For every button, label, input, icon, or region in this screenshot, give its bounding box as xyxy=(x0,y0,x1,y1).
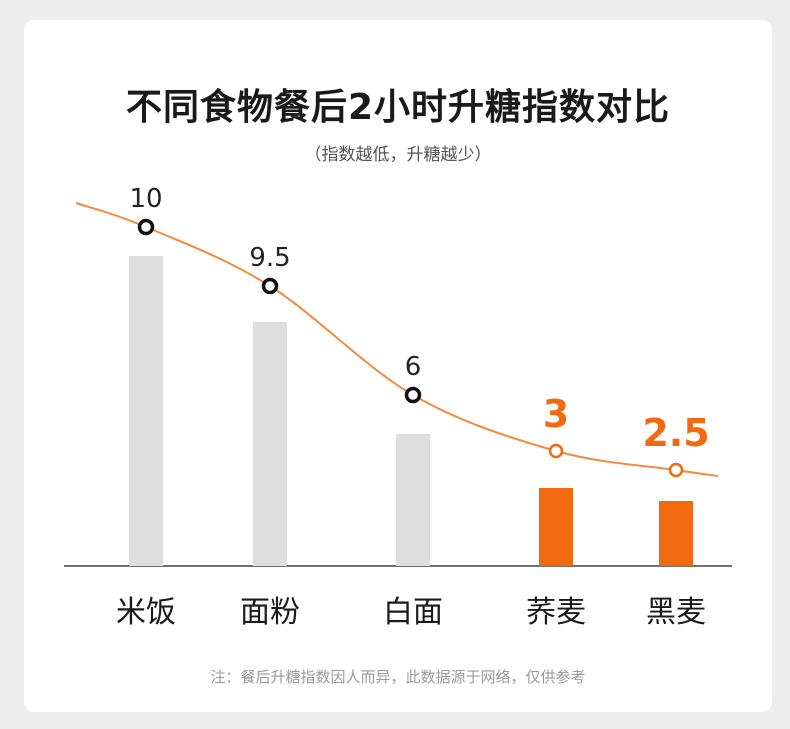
category-label-3: 白面 xyxy=(383,595,443,630)
chart-subtitle: （指数越低，升糖越少） xyxy=(304,145,492,165)
value-label-5: 2.5 xyxy=(642,411,709,455)
category-label-1: 米饭 xyxy=(116,595,176,630)
chart-title: 不同食物餐后2小时升糖指数对比 xyxy=(125,87,671,128)
value-label-3: 6 xyxy=(405,352,422,382)
marker-5 xyxy=(668,462,684,478)
value-label-2: 9.5 xyxy=(249,243,290,273)
bar-2 xyxy=(253,322,287,566)
marker-3 xyxy=(404,386,422,404)
category-label-2: 面粉 xyxy=(240,595,300,630)
marker-2 xyxy=(261,277,279,295)
marker-4 xyxy=(548,443,564,459)
bar-3 xyxy=(396,434,430,566)
bar-4 xyxy=(539,488,573,566)
marker-1 xyxy=(137,218,155,236)
value-label-4: 3 xyxy=(543,392,569,436)
bar-5 xyxy=(659,501,693,566)
value-label-1: 10 xyxy=(129,184,162,214)
footnote: 注：餐后升糖指数因人而异，此数据源于网络，仅供参考 xyxy=(210,668,586,686)
category-label-5: 黑麦 xyxy=(646,595,706,630)
category-label-4: 荞麦 xyxy=(526,595,586,630)
bar-1 xyxy=(129,256,163,566)
